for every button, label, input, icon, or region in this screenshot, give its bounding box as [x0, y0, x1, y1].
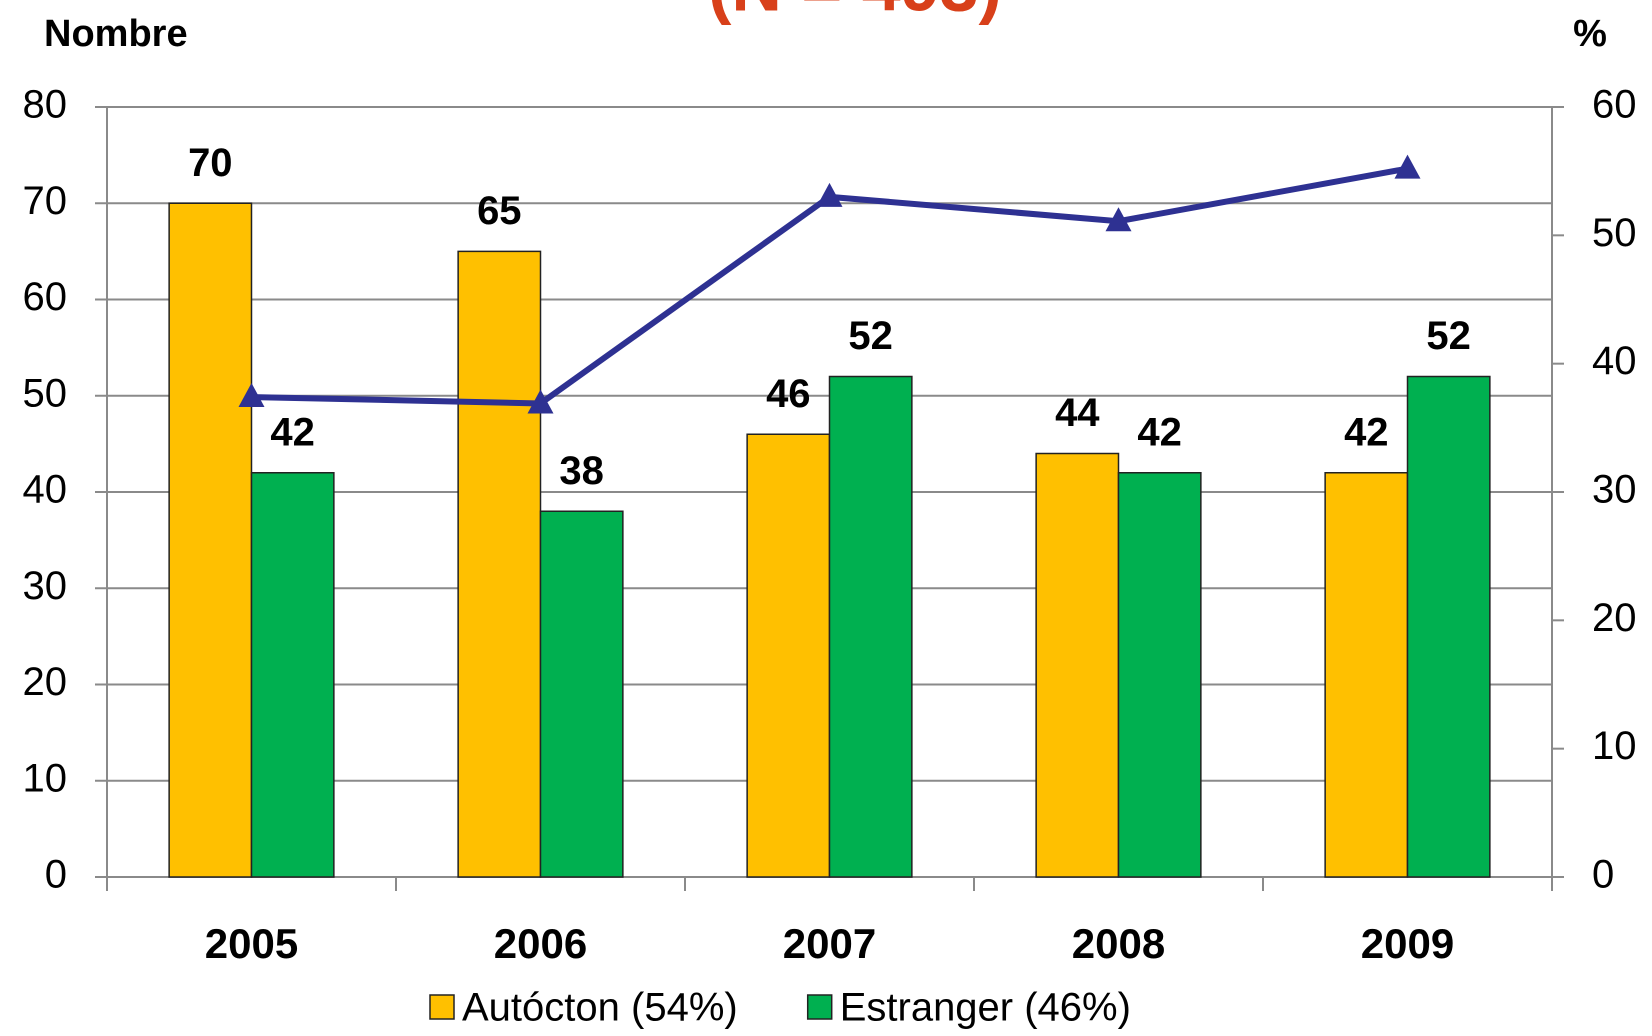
y-tick-label: 40	[23, 468, 68, 512]
y-tick-label: 20	[23, 660, 68, 704]
bar-value-label: 52	[848, 314, 893, 358]
line-marker	[816, 182, 843, 207]
legend-label: Estranger (46%)	[840, 986, 1131, 1030]
bar-value-label: 42	[270, 410, 315, 454]
y2-tick-label: 50	[1592, 211, 1637, 255]
bar-value-label: 70	[188, 141, 233, 185]
line-marker	[238, 383, 265, 408]
bar	[1406, 375, 1491, 878]
bar-value-label: 46	[766, 372, 811, 416]
bar-value-label: 44	[1055, 391, 1100, 435]
line-marker	[1105, 207, 1132, 232]
line-marker	[1394, 154, 1421, 179]
bar	[457, 250, 542, 878]
bar	[250, 472, 335, 878]
bar	[746, 433, 831, 878]
y-tick-label: 30	[23, 564, 68, 608]
bar-value-label: 42	[1137, 410, 1182, 454]
chart-title: (N = 493)	[708, 0, 1002, 25]
x-tick-label: 2007	[783, 920, 876, 967]
y2-tick-label: 10	[1592, 724, 1637, 768]
bar	[1324, 472, 1409, 878]
y-tick-label: 70	[23, 179, 68, 223]
bar	[539, 510, 624, 878]
bar	[168, 202, 253, 878]
y-tick-label: 0	[45, 853, 67, 897]
y2-tick-label: 30	[1592, 468, 1637, 512]
bar-value-label: 52	[1426, 314, 1471, 358]
y-tick-label: 50	[23, 371, 68, 415]
bar-value-label: 42	[1344, 410, 1389, 454]
legend-label: Autócton (54%)	[462, 986, 738, 1030]
bar	[828, 375, 913, 878]
y-tick-label: 10	[23, 756, 68, 800]
bar-value-label: 65	[477, 189, 522, 233]
y2-tick-label: 0	[1592, 853, 1614, 897]
x-tick-label: 2008	[1072, 920, 1165, 967]
line-marker	[527, 389, 554, 414]
x-tick-label: 2009	[1361, 920, 1454, 967]
bar-value-label: 38	[559, 449, 604, 493]
y-tick-label: 60	[23, 275, 68, 319]
bar	[1117, 472, 1202, 878]
bar	[1035, 452, 1120, 878]
legend-swatch	[429, 994, 455, 1020]
legend-swatch	[806, 994, 833, 1020]
x-tick-label: 2005	[205, 920, 298, 967]
y-axis-label: Nombre	[44, 13, 188, 55]
y2-axis-label: %	[1573, 13, 1607, 55]
x-tick-label: 2006	[494, 920, 587, 967]
y2-tick-label: 60	[1592, 83, 1637, 127]
y2-tick-label: 40	[1592, 339, 1637, 383]
y-tick-label: 80	[23, 83, 68, 127]
y2-tick-label: 20	[1592, 596, 1637, 640]
